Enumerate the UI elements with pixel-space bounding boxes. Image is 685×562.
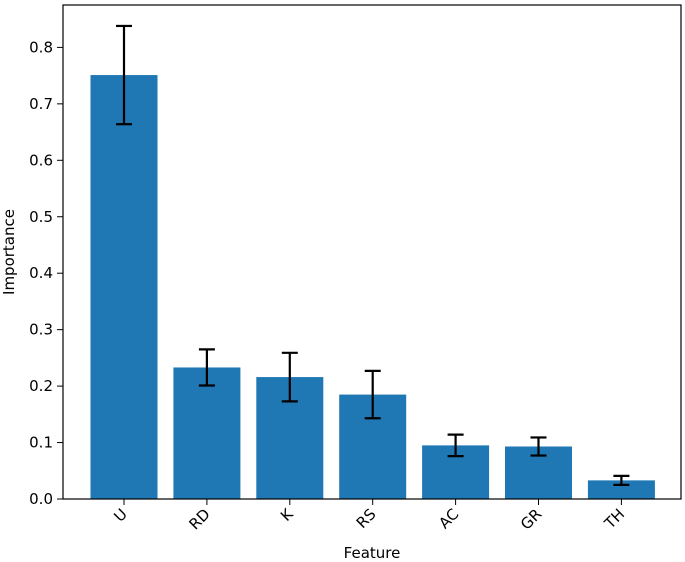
- error-bars-layer: [116, 24, 630, 486]
- plot-frame: [62, 4, 682, 500]
- error-bar-k: [281, 351, 298, 403]
- bar-th: [587, 480, 655, 499]
- x-tick-label-gr: GR: [517, 505, 545, 533]
- y-tick-label: 0.6: [29, 151, 53, 169]
- y-tick-label: 0.3: [29, 321, 53, 339]
- x-axis: U RD K RS AC GR TH: [110, 499, 628, 533]
- y-tick-label: 0.2: [29, 377, 53, 395]
- error-bar-th: [613, 474, 630, 486]
- y-tick-label: 0.1: [29, 434, 53, 452]
- x-tick-label-u: U: [110, 505, 130, 525]
- error-bar-u: [116, 24, 132, 126]
- x-tick-label-rs: RS: [353, 505, 380, 532]
- y-tick-label: 0.8: [29, 38, 53, 56]
- x-tick-label-ac: AC: [435, 505, 462, 532]
- error-bar-gr: [530, 436, 547, 457]
- bars-layer: [90, 75, 655, 500]
- x-tick-label-rd: RD: [185, 505, 213, 533]
- y-axis: 0.0 0.1 0.2 0.3 0.4 0.5 0.6 0.7 0.8: [29, 38, 63, 508]
- bar-rd: [173, 367, 241, 499]
- x-axis-title: Feature: [344, 544, 401, 562]
- y-tick-label: 0.7: [29, 95, 53, 113]
- y-tick-label: 0.0: [29, 490, 53, 508]
- y-axis-title: Importance: [0, 209, 18, 295]
- error-bar-rs: [364, 369, 381, 420]
- x-tick-label-k: K: [277, 504, 298, 525]
- y-tick-label: 0.5: [29, 208, 53, 226]
- x-tick-label-th: TH: [600, 505, 628, 533]
- bar-u: [90, 75, 158, 500]
- error-bar-ac: [447, 433, 464, 458]
- error-bar-rd: [198, 348, 215, 387]
- y-tick-label: 0.4: [29, 264, 53, 282]
